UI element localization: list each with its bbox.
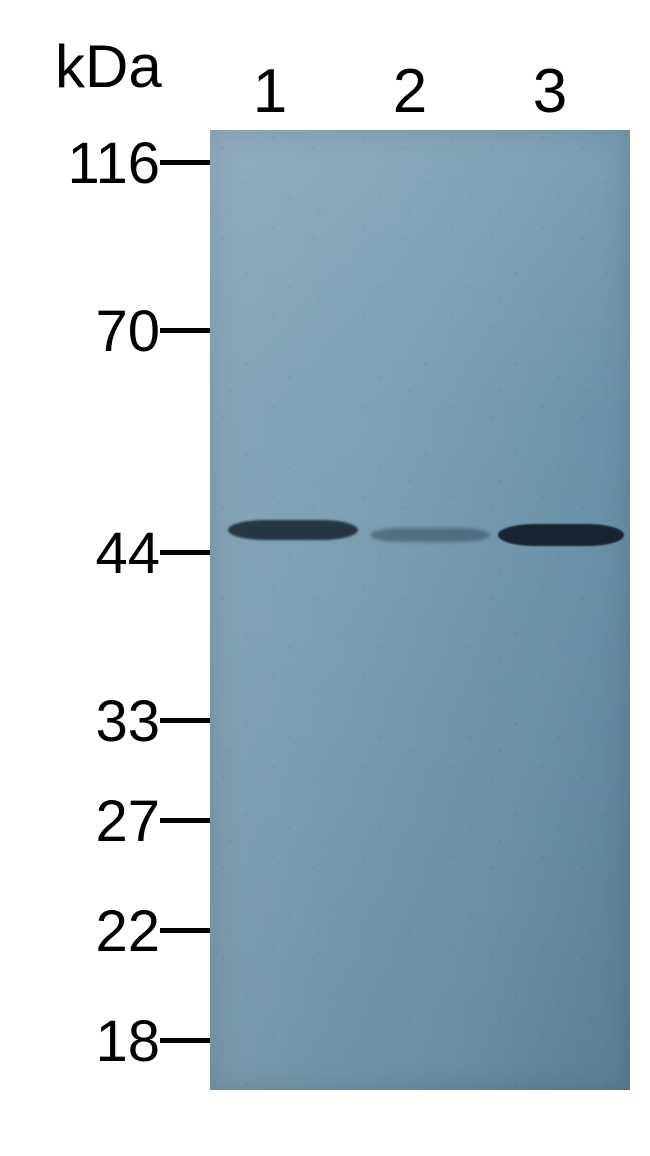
axis-title-kda: kDa: [55, 32, 162, 101]
marker-label-33: 33: [0, 688, 160, 755]
band-lane1: [228, 520, 358, 540]
marker-text: 33: [95, 689, 160, 754]
marker-tick-22: [160, 928, 210, 933]
marker-tick-70: [160, 328, 210, 333]
marker-text: 70: [95, 299, 160, 364]
marker-text: 27: [95, 789, 160, 854]
western-blot-figure: kDa 1 2 3 116 70 44 33 27 22 18: [0, 0, 650, 1156]
marker-tick-27: [160, 818, 210, 823]
marker-label-22: 22: [0, 898, 160, 965]
marker-tick-44: [160, 550, 210, 555]
marker-label-18: 18: [0, 1008, 160, 1075]
membrane-noise: [210, 130, 630, 1090]
band-lane2: [370, 528, 490, 542]
lane-label-1: 1: [240, 56, 300, 127]
marker-text: 44: [95, 521, 160, 586]
marker-label-70: 70: [0, 298, 160, 365]
lane-label-3: 3: [520, 56, 580, 127]
lane-label-2: 2: [380, 56, 440, 127]
marker-label-116: 116: [0, 130, 160, 197]
marker-text: 22: [95, 899, 160, 964]
band-lane3: [498, 524, 624, 546]
marker-tick-33: [160, 718, 210, 723]
marker-tick-18: [160, 1038, 210, 1043]
marker-label-44: 44: [0, 520, 160, 587]
marker-tick-116: [160, 160, 210, 165]
marker-text: 18: [95, 1009, 160, 1074]
blot-membrane: [210, 130, 630, 1090]
marker-text: 116: [68, 131, 160, 196]
marker-label-27: 27: [0, 788, 160, 855]
